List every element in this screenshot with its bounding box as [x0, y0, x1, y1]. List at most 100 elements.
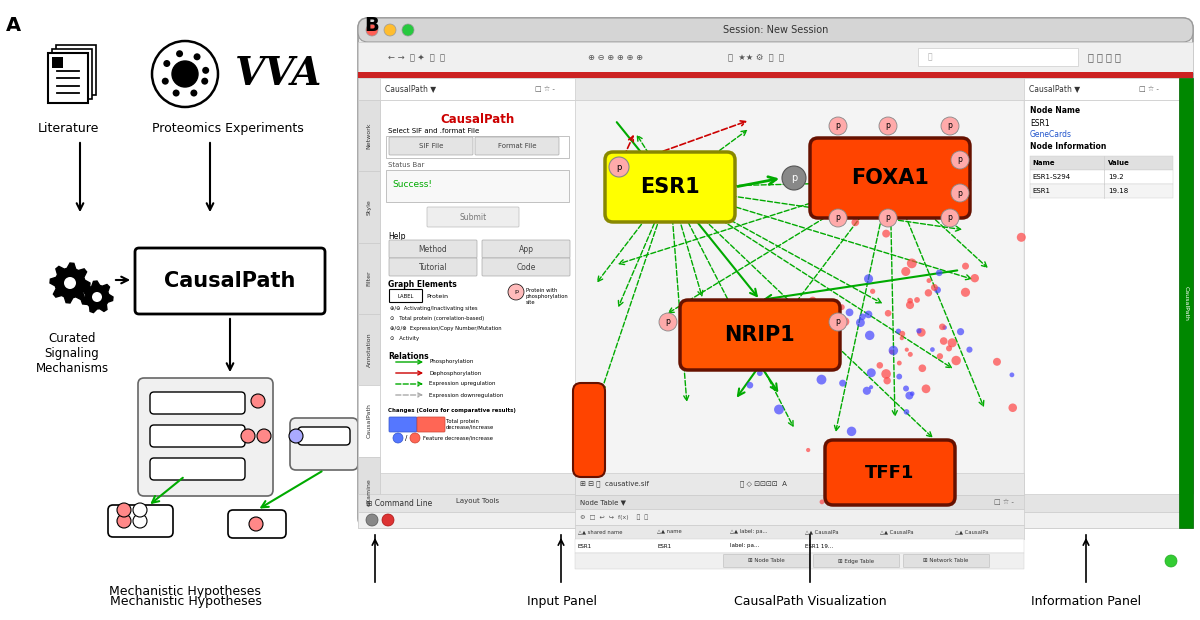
FancyBboxPatch shape [290, 418, 358, 470]
Text: p: p [948, 122, 953, 130]
Circle shape [930, 347, 935, 352]
Text: Literature: Literature [37, 122, 98, 135]
Circle shape [782, 166, 806, 190]
Circle shape [883, 377, 890, 384]
Text: Node Table ▼: Node Table ▼ [580, 499, 626, 505]
Bar [386, 136, 569, 158]
Circle shape [839, 379, 846, 387]
Circle shape [846, 309, 853, 316]
Circle shape [922, 384, 930, 393]
FancyBboxPatch shape [48, 53, 88, 103]
Text: Filter: Filter [366, 270, 372, 286]
Text: Select SIF and .format File: Select SIF and .format File [388, 128, 479, 134]
Text: Phosphorylation: Phosphorylation [430, 360, 473, 365]
Bar [575, 553, 1024, 569]
Circle shape [133, 503, 148, 517]
FancyBboxPatch shape [427, 207, 520, 227]
Circle shape [935, 483, 940, 489]
Text: Name: Name [1032, 160, 1055, 166]
Circle shape [948, 339, 956, 347]
FancyBboxPatch shape [108, 505, 173, 537]
Circle shape [366, 24, 378, 36]
Text: ⊞ Command Line: ⊞ Command Line [366, 498, 432, 508]
Circle shape [659, 313, 677, 331]
Circle shape [907, 352, 913, 357]
Text: p: p [886, 213, 890, 223]
Text: ESR1: ESR1 [658, 544, 671, 549]
Bar [1030, 184, 1174, 198]
Circle shape [899, 331, 905, 337]
Text: 19.2: 19.2 [1108, 174, 1123, 180]
Polygon shape [82, 281, 113, 312]
Text: Feature decrease/increase: Feature decrease/increase [424, 435, 493, 440]
Circle shape [152, 41, 218, 107]
Circle shape [829, 313, 847, 331]
Circle shape [806, 448, 810, 452]
Text: Status Bar: Status Bar [388, 162, 425, 168]
Bar [358, 494, 1193, 512]
FancyBboxPatch shape [826, 440, 955, 505]
Text: Information Panel: Information Panel [1031, 595, 1141, 608]
Circle shape [173, 89, 180, 97]
Circle shape [925, 289, 932, 296]
Text: △▲ CausalPa: △▲ CausalPa [880, 529, 913, 534]
Text: CausalPath ▼: CausalPath ▼ [385, 84, 436, 94]
Bar [358, 171, 380, 242]
Text: p: p [958, 156, 962, 164]
Circle shape [917, 328, 922, 334]
Text: ⊞ Network Table: ⊞ Network Table [923, 559, 968, 564]
FancyBboxPatch shape [605, 152, 734, 222]
Circle shape [917, 328, 925, 337]
Circle shape [901, 267, 911, 276]
FancyBboxPatch shape [810, 138, 970, 218]
Circle shape [746, 382, 754, 389]
Circle shape [251, 394, 265, 408]
Text: Proteomics Experiments: Proteomics Experiments [152, 122, 304, 135]
Circle shape [910, 391, 914, 396]
Circle shape [962, 263, 968, 270]
FancyBboxPatch shape [418, 417, 445, 432]
Circle shape [942, 326, 947, 330]
Circle shape [907, 298, 913, 304]
Circle shape [820, 500, 824, 504]
Bar [386, 170, 569, 202]
Text: 🔄  ★★ ⚙  👁  📄: 🔄 ★★ ⚙ 👁 📄 [728, 53, 784, 61]
Circle shape [881, 369, 890, 379]
Circle shape [162, 78, 169, 85]
Text: p: p [948, 213, 953, 223]
Circle shape [918, 365, 926, 372]
Circle shape [865, 311, 872, 318]
Circle shape [829, 358, 833, 363]
FancyBboxPatch shape [574, 383, 605, 477]
Circle shape [384, 24, 396, 36]
Circle shape [859, 314, 865, 320]
Text: 📤 ◇ ⊡⊡⊡⊡  A: 📤 ◇ ⊡⊡⊡⊡ A [740, 480, 787, 487]
Bar [358, 78, 1193, 100]
Text: Graph Elements: Graph Elements [388, 280, 457, 289]
Text: p: p [666, 317, 671, 327]
Bar [358, 42, 1193, 72]
Text: Tutorial: Tutorial [419, 262, 448, 272]
Text: □ ☆ -: □ ☆ - [535, 86, 554, 92]
Text: label: pa...: label: pa... [730, 544, 760, 549]
Text: Annotation: Annotation [366, 332, 372, 367]
FancyBboxPatch shape [228, 510, 286, 538]
Circle shape [878, 209, 898, 227]
Text: Protein with
phosphorylation
site: Protein with phosphorylation site [526, 288, 569, 304]
Circle shape [250, 517, 263, 531]
Text: Submit: Submit [460, 213, 487, 221]
Bar [1024, 78, 1178, 100]
Text: 🔍: 🔍 [928, 53, 932, 61]
Text: Node Information: Node Information [1030, 142, 1106, 151]
Text: NRIP1: NRIP1 [725, 325, 796, 345]
Circle shape [289, 429, 302, 443]
Circle shape [905, 348, 908, 352]
Circle shape [863, 387, 871, 395]
Text: ⊙   Activity: ⊙ Activity [390, 336, 419, 341]
Circle shape [895, 329, 901, 334]
Text: Network: Network [366, 122, 372, 149]
Circle shape [900, 336, 904, 340]
Circle shape [992, 358, 1001, 366]
Circle shape [809, 296, 816, 304]
Circle shape [971, 274, 979, 282]
